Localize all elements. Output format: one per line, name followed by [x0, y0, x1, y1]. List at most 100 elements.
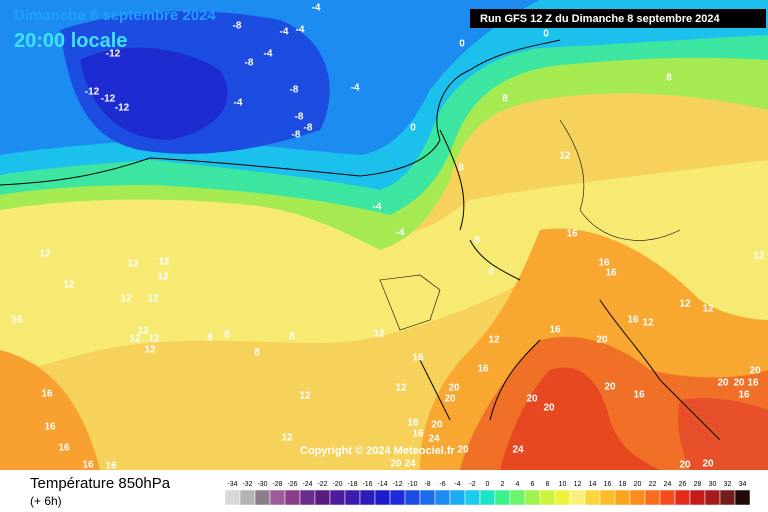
contour-label: 12: [299, 391, 311, 402]
legend-title: Température 850hPa: [30, 475, 171, 492]
contour-label: 8: [224, 330, 230, 341]
colorbar-label: -12: [392, 481, 402, 488]
contour-label: 16: [598, 258, 610, 269]
contour-label: 16: [11, 315, 23, 326]
contour-label: 0: [543, 29, 549, 40]
colorbar-label: -4: [454, 481, 460, 488]
colorbar-cell: [464, 489, 481, 506]
contour-label: 20: [543, 403, 555, 414]
contour-label: 12: [129, 334, 141, 345]
contour-label: 8: [488, 267, 494, 278]
contour-label: 0: [410, 123, 416, 134]
colorbar-label: -20: [332, 481, 342, 488]
contour-label: 8: [207, 333, 213, 344]
colorbar-label: 14: [589, 481, 597, 488]
contour-label: 12: [147, 294, 159, 305]
colorbar-cell: [719, 489, 736, 506]
contour-label: 20: [679, 460, 691, 471]
colorbar-label: 24: [664, 481, 672, 488]
contour-label: 20: [733, 378, 745, 389]
colorbar-label: 10: [559, 481, 567, 488]
copyright: Copyright © 2024 Meteociel.fr: [300, 445, 456, 457]
colorbar-cell: [524, 489, 541, 506]
contour-label: 16: [627, 315, 639, 326]
colorbar-label: -16: [362, 481, 372, 488]
contour-label: 12: [137, 326, 149, 337]
coastlines: [0, 39, 721, 441]
colorbar-cell: [689, 489, 706, 506]
colorbar-label: 22: [649, 481, 657, 488]
contour-label: 12: [144, 345, 156, 356]
contour-label: 12: [702, 304, 714, 315]
colorbar-label: 32: [724, 481, 732, 488]
contour-label: 16: [633, 390, 645, 401]
colorbar-cell: [659, 489, 676, 506]
contour-label: 0: [459, 39, 465, 50]
map-background: [0, 0, 768, 470]
colorbar-label: 20: [634, 481, 642, 488]
colorbar-cell: [644, 489, 661, 506]
date-title: Dimanche 8 septembre 2024: [14, 7, 216, 24]
colorbar-label: -34: [227, 481, 237, 488]
contour-label: 20: [702, 459, 714, 470]
contour-label: -8: [245, 58, 254, 69]
contour-label: -12: [101, 94, 116, 105]
contour-label: 12: [753, 251, 765, 262]
contour-label: -4: [396, 228, 405, 239]
contour-label: 12: [120, 294, 132, 305]
colorbar-cell: [344, 489, 361, 506]
colorbar-cell: [239, 489, 256, 506]
contour-label: 16: [44, 422, 56, 433]
contour-label: 12: [157, 272, 169, 283]
contour-label: 16: [549, 325, 561, 336]
contour-label: 24: [512, 445, 524, 456]
contour-label: 12: [127, 259, 139, 270]
contour-label: 20: [749, 366, 761, 377]
colorbar-label: -28: [272, 481, 282, 488]
contour-label: 8: [254, 348, 260, 359]
colorbar-cell: [254, 489, 271, 506]
contour-label: 20: [431, 420, 443, 431]
contour-label: 16: [605, 268, 617, 279]
contour-label: 20: [717, 378, 729, 389]
contour-label: 8: [474, 236, 480, 247]
colorbar-cell: [434, 489, 451, 506]
colorbar-cell: [539, 489, 556, 506]
contour-label: 12: [39, 249, 51, 260]
contour-label: -4: [312, 3, 321, 14]
contour-label: 8: [502, 94, 508, 105]
contour-label: -4: [296, 25, 305, 36]
colorbar-cell: [629, 489, 646, 506]
colorbar-cell: [599, 489, 616, 506]
contour-label: 16: [407, 418, 419, 429]
legend-subtitle: (+ 6h): [30, 494, 62, 508]
contour-label: 16: [566, 229, 578, 240]
colorbar-label: 30: [709, 481, 717, 488]
colorbar-cell: [419, 489, 436, 506]
time-title: 20:00 locale: [14, 30, 127, 52]
colorbar-label: 6: [531, 481, 535, 488]
contour-label: 12: [488, 335, 500, 346]
contour-label: 12: [679, 299, 691, 310]
colorbar-label: -6: [439, 481, 445, 488]
contour-label: -8: [304, 123, 313, 134]
colorbar-cell: [329, 489, 346, 506]
contour-label: -4: [373, 202, 382, 213]
colorbar-label: 26: [679, 481, 687, 488]
colorbar-label: 12: [574, 481, 582, 488]
colorbar-label: -10: [407, 481, 417, 488]
contour-label: 24: [404, 459, 416, 470]
contour-label: 16: [82, 460, 94, 471]
contour-label: 16: [41, 389, 53, 400]
contour-label: 20: [444, 394, 456, 405]
contour-label: 12: [158, 257, 170, 268]
contour-label: -4: [264, 49, 273, 60]
contour-label: 8: [289, 332, 295, 343]
contour-label: -8: [295, 112, 304, 123]
colorbar-label: -14: [377, 481, 387, 488]
colorbar-label: 4: [516, 481, 520, 488]
colorbar-cell: [269, 489, 286, 506]
contour-label: -4: [351, 83, 360, 94]
colorbar-cell: [359, 489, 376, 506]
